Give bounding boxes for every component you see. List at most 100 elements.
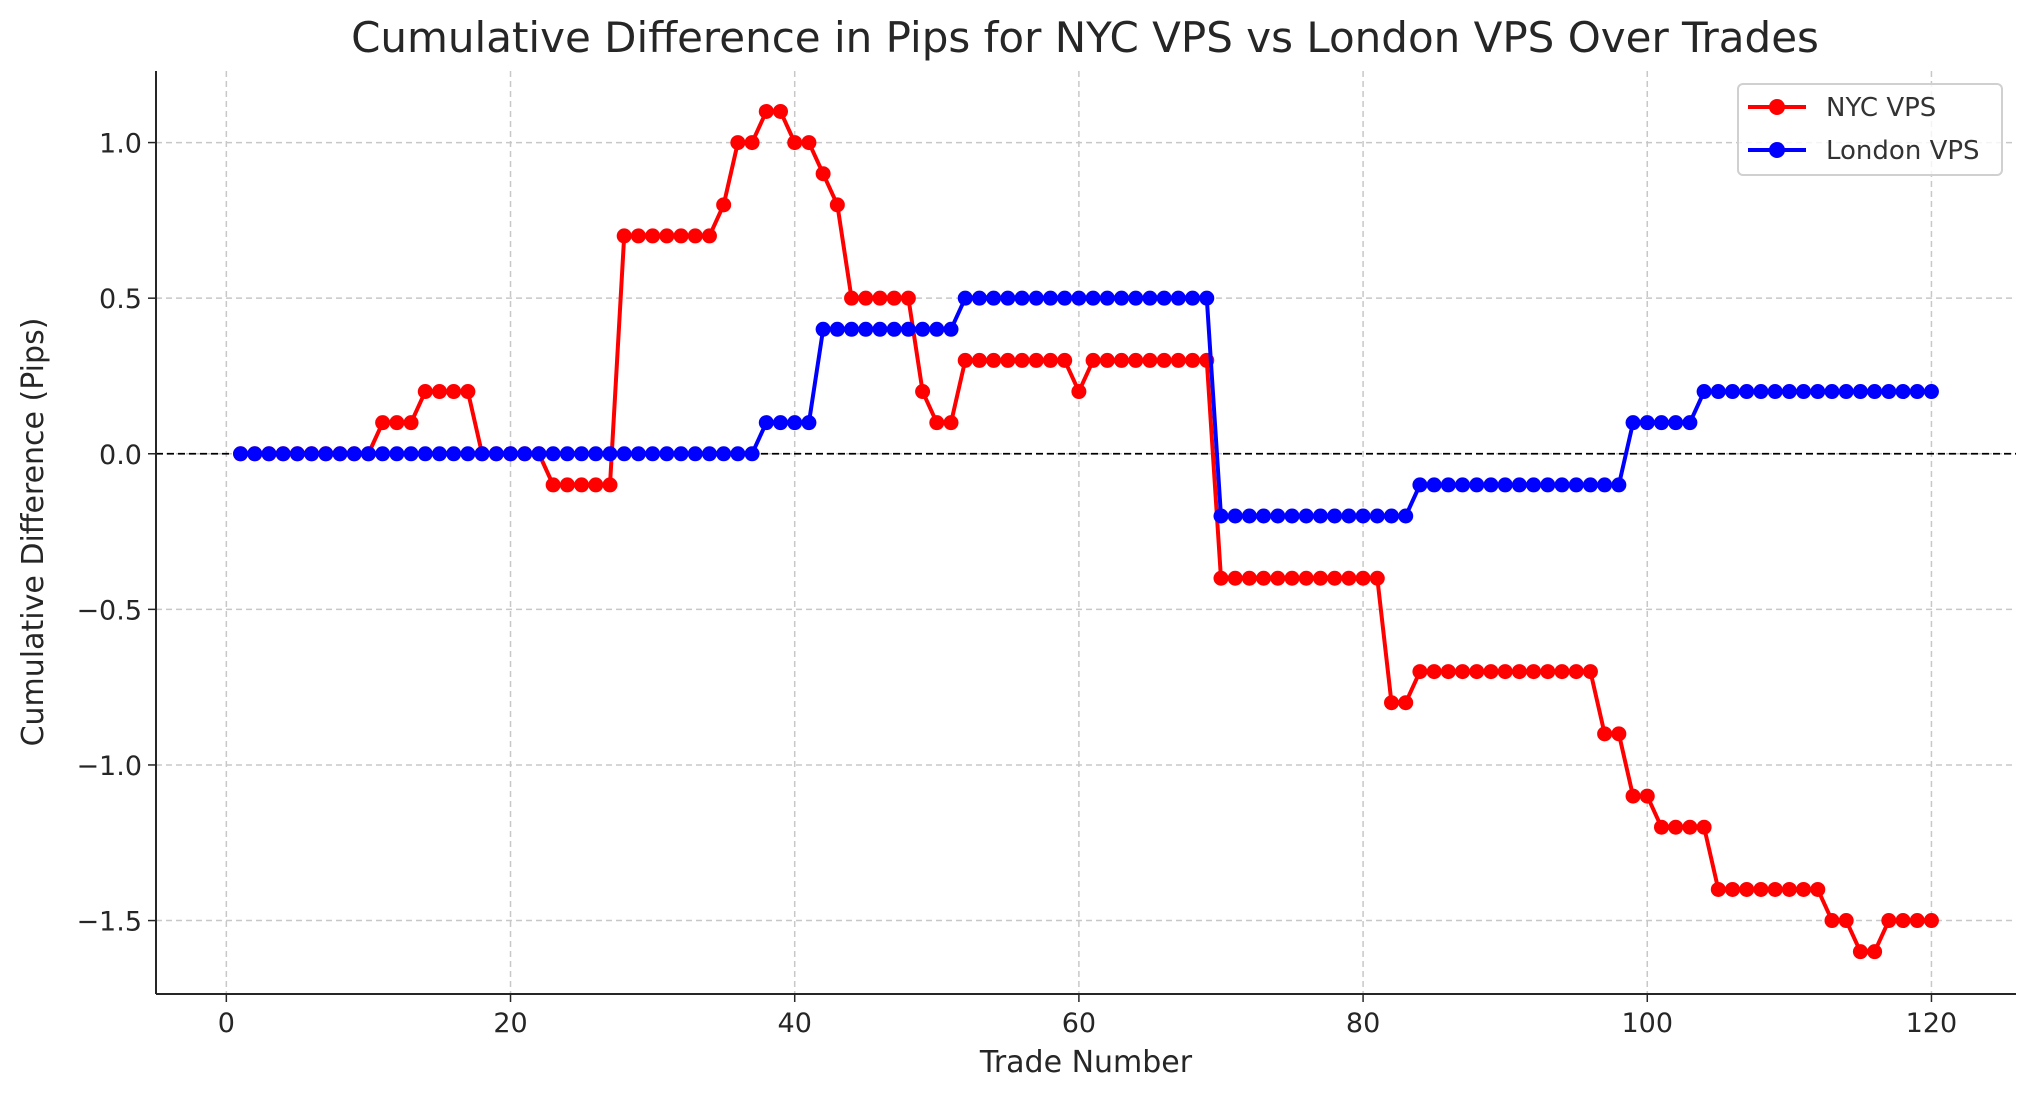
data-point-london [645,446,661,462]
data-point-london [1781,384,1797,400]
data-point-london [1881,384,1897,400]
data-point-london [1710,384,1726,400]
data-point-nyc [1526,664,1542,680]
data-point-nyc [1028,352,1044,368]
data-point-nyc [1639,788,1655,804]
data-point-nyc [1568,664,1584,680]
data-point-nyc [872,290,888,306]
data-point-london [1796,384,1812,400]
chart-title: Cumulative Difference in Pips for NYC VP… [351,13,1819,62]
data-point-london [545,446,561,462]
data-point-london [1526,477,1542,493]
data-point-london [403,446,419,462]
data-point-nyc [1042,352,1058,368]
data-point-nyc [915,384,931,400]
data-point-london [1440,477,1456,493]
data-point-london [758,415,774,431]
data-point-nyc [1426,664,1442,680]
data-point-nyc [1270,570,1286,586]
y-tick-label: 0.0 [99,440,142,471]
data-point-london [474,446,490,462]
data-point-nyc [630,228,646,244]
data-point-london [1071,290,1087,306]
data-point-nyc [1455,664,1471,680]
data-point-nyc [1170,352,1186,368]
axes [155,71,2016,995]
data-point-nyc [1739,881,1755,897]
data-point-london [1241,508,1257,524]
data-point-london [1852,384,1868,400]
data-point-nyc [1597,726,1613,742]
data-point-london [1540,477,1556,493]
data-point-london [943,321,959,337]
x-tick-label: 60 [1062,1008,1096,1039]
data-point-london [659,446,675,462]
data-point-london [1142,290,1158,306]
data-point-nyc [971,352,987,368]
data-point-nyc [1881,913,1897,929]
data-point-nyc [1582,664,1598,680]
data-point-london [1725,384,1741,400]
series-london [233,290,1939,524]
data-point-nyc [687,228,703,244]
data-point-nyc [801,135,817,151]
data-point-london [289,446,305,462]
data-point-nyc [986,352,1002,368]
data-point-london [1014,290,1030,306]
data-point-london [1895,384,1911,400]
data-point-nyc [1071,384,1087,400]
data-point-nyc [1767,881,1783,897]
data-point-nyc [403,415,419,431]
data-point-london [630,446,646,462]
data-point-nyc [844,290,860,306]
data-point-nyc [602,477,618,493]
data-point-london [602,446,618,462]
data-point-nyc [1653,819,1669,835]
data-point-london [1099,290,1115,306]
x-tick-label: 20 [493,1008,527,1039]
data-point-london [1042,290,1058,306]
data-point-nyc [1057,352,1073,368]
data-point-nyc [1625,788,1641,804]
data-point-nyc [446,384,462,400]
data-point-london [1085,290,1101,306]
data-point-nyc [574,477,590,493]
data-point-nyc [1796,881,1812,897]
data-point-nyc [616,228,632,244]
data-point-london [375,446,391,462]
data-point-london [1497,477,1513,493]
data-point-london [1057,290,1073,306]
data-point-london [360,446,376,462]
data-point-nyc [1128,352,1144,368]
data-point-nyc [1000,352,1016,368]
x-tick-label: 0 [218,1008,235,1039]
data-point-london [460,446,476,462]
data-point-london [1554,477,1570,493]
data-point-london [1284,508,1300,524]
data-point-nyc [1483,664,1499,680]
data-point-london [1327,508,1343,524]
y-axis-label: Cumulative Difference (Pips) [16,318,51,747]
data-point-nyc [1511,664,1527,680]
data-point-london [1739,384,1755,400]
data-point-nyc [431,384,447,400]
data-point-nyc [701,228,717,244]
data-point-nyc [1611,726,1627,742]
y-tick-label: 0.5 [99,284,142,315]
data-point-london [446,446,462,462]
data-point-nyc [1142,352,1158,368]
data-point-nyc [1696,819,1712,835]
data-point-london [417,446,433,462]
data-point-london [1696,384,1712,400]
data-point-london [1455,477,1471,493]
data-point-nyc [1895,913,1911,929]
data-point-london [1824,384,1840,400]
data-point-london [1185,290,1201,306]
data-point-london [957,290,973,306]
data-point-nyc [673,228,689,244]
data-point-nyc [1668,819,1684,835]
data-point-nyc [957,352,973,368]
data-point-nyc [1753,881,1769,897]
data-point-london [858,321,874,337]
data-point-london [1298,508,1314,524]
